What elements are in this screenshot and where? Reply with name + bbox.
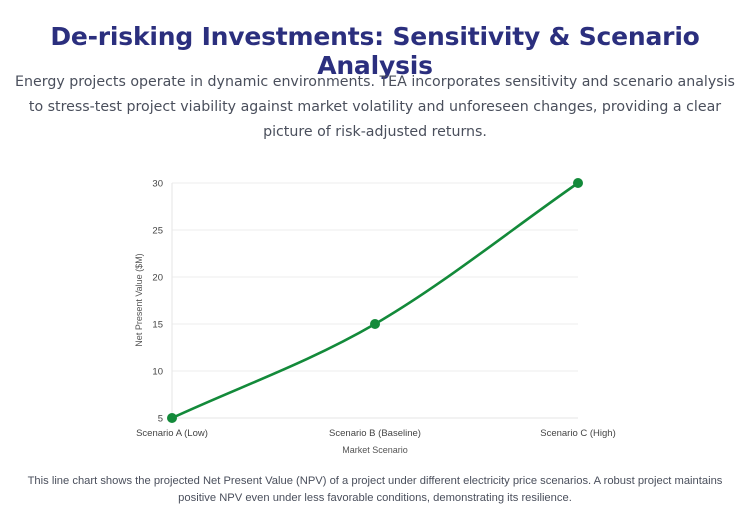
- npv-data-point: [573, 178, 583, 188]
- x-tick-label: Scenario C (High): [540, 428, 616, 439]
- y-tick-label: 25: [152, 226, 163, 237]
- y-tick-labels: 5 10 15 20 25 30: [152, 179, 163, 425]
- x-axis-title: Market Scenario: [342, 445, 408, 455]
- x-tick-label: Scenario B (Baseline): [329, 428, 421, 439]
- npv-series-line: [170, 181, 580, 420]
- npv-data-point: [370, 319, 380, 329]
- chart-caption: This line chart shows the projected Net …: [27, 475, 723, 504]
- x-tick-labels: Scenario A (Low) Scenario B (Baseline) Sce…: [136, 428, 616, 439]
- page-title: De-risking Investments: Sensitivity & Sc…: [50, 22, 700, 80]
- y-tick-label: 20: [152, 273, 163, 284]
- npv-data-point: [167, 413, 177, 423]
- y-tick-label: 30: [152, 179, 163, 190]
- y-axis-title: Net Present Value ($M): [134, 253, 144, 346]
- chart-grid: [172, 182, 578, 419]
- page-subtitle: Energy projects operate in dynamic envir…: [15, 74, 735, 140]
- x-tick-label: Scenario A (Low): [136, 428, 208, 439]
- npv-data-points: [167, 178, 583, 423]
- y-tick-label: 15: [152, 320, 163, 331]
- y-tick-label: 5: [158, 414, 163, 425]
- y-tick-label: 10: [152, 367, 163, 378]
